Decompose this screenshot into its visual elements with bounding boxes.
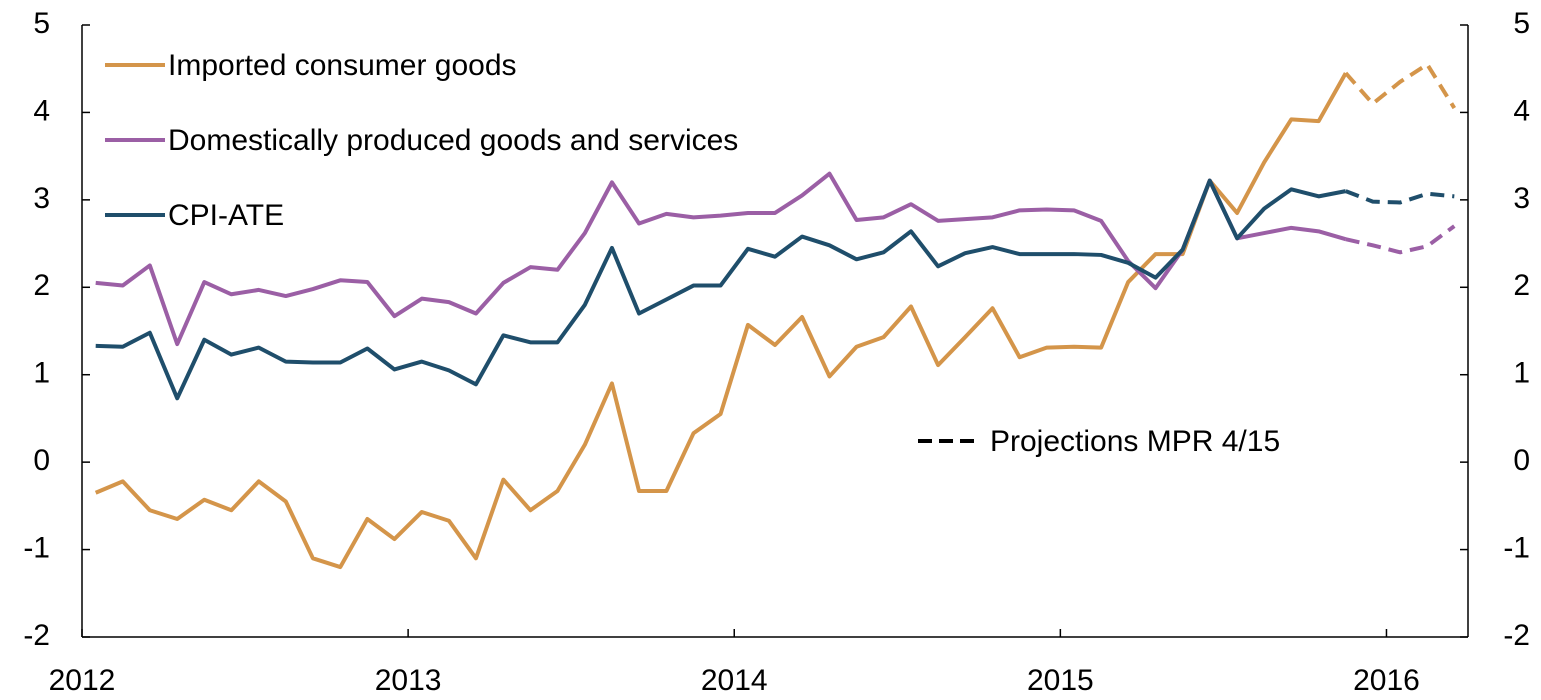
legend-label: Imported consumer goods [168,49,517,82]
x-tick-label: 2013 [375,664,442,697]
line [95,178,1347,401]
y2-tick-label: 1 [1513,357,1530,390]
x-tick-label: 2014 [701,664,768,697]
x-tick-label: 2012 [49,664,116,697]
x-tick-label: 2015 [1027,664,1094,697]
y-tick-label: 2 [33,269,50,302]
y-tick-label: -2 [23,619,50,652]
y2-tick-label: 2 [1513,269,1530,302]
legend-label: Domestically produced goods and services [168,124,738,157]
y2-tick-label: 5 [1513,7,1530,40]
annotation: Projections MPR 4/15 [990,425,1280,458]
y-tick-label: 5 [33,7,50,40]
y-tick-label: -1 [23,531,50,564]
line [95,171,1347,347]
x-tick-label: 2016 [1353,664,1420,697]
y2-tick-label: 4 [1513,94,1530,127]
y2-tick-label: -2 [1503,619,1530,652]
y-tick-label: 4 [33,94,50,127]
legend-label: CPI-ATE [168,199,284,232]
y2-tick-label: -1 [1503,531,1530,564]
projection-line [1344,189,1455,205]
y-tick-label: 3 [33,182,50,215]
y2-tick-label: 3 [1513,182,1530,215]
projection-line [1345,224,1456,255]
y-tick-label: 1 [33,357,50,390]
projection-line [1344,62,1457,110]
y-tick-label: 0 [33,444,50,477]
y2-tick-label: 0 [1513,444,1530,477]
